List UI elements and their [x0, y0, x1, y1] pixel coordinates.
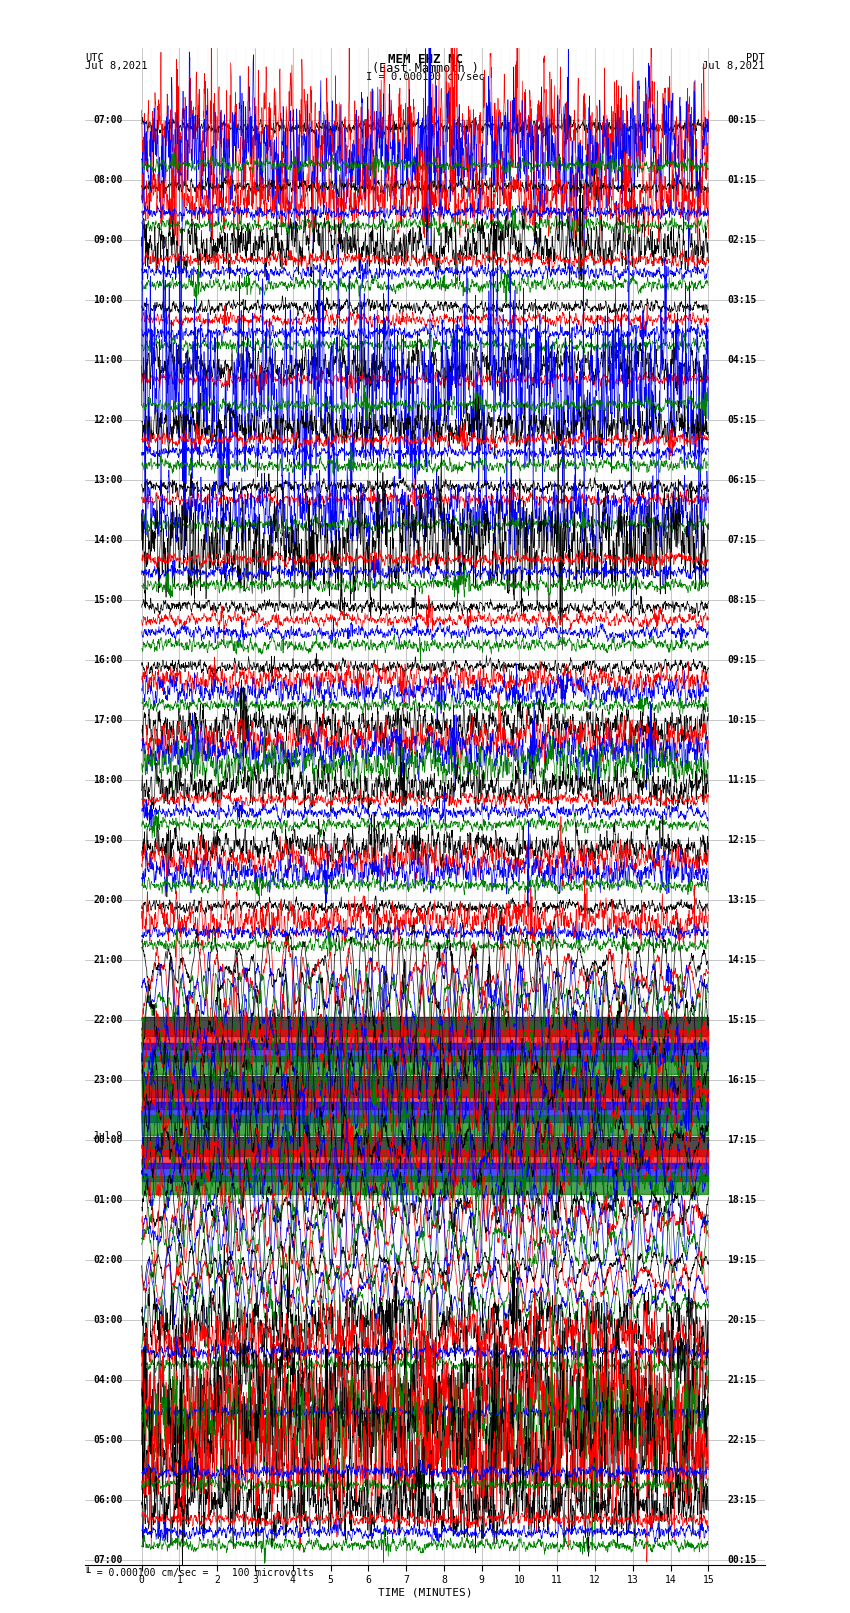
Text: 03:15: 03:15 — [728, 295, 756, 305]
Text: 10:00: 10:00 — [94, 295, 122, 305]
Text: UTC: UTC — [85, 53, 104, 63]
Bar — [142, 1076, 708, 1097]
Text: PDT: PDT — [746, 53, 765, 63]
Text: 08:15: 08:15 — [728, 595, 756, 605]
Text: I = 0.000100 cm/sec: I = 0.000100 cm/sec — [366, 71, 484, 82]
Text: 03:00: 03:00 — [94, 1315, 122, 1326]
Text: 00:15: 00:15 — [728, 1555, 756, 1565]
Bar — [142, 1163, 708, 1181]
Text: 05:00: 05:00 — [94, 1436, 122, 1445]
Text: 07:00: 07:00 — [94, 1555, 122, 1565]
Text: 13:00: 13:00 — [94, 476, 122, 486]
Text: (East Mammoth ): (East Mammoth ) — [371, 61, 479, 74]
Bar — [142, 1055, 708, 1074]
Text: 23:15: 23:15 — [728, 1495, 756, 1505]
Bar — [142, 1044, 708, 1061]
Bar — [142, 1137, 708, 1157]
Text: 09:15: 09:15 — [728, 655, 756, 665]
Text: 01:00: 01:00 — [94, 1195, 122, 1205]
Text: 19:00: 19:00 — [94, 836, 122, 845]
Text: Jul 8,2021: Jul 8,2021 — [85, 61, 148, 71]
Text: 18:00: 18:00 — [94, 776, 122, 786]
Bar — [142, 1031, 708, 1048]
Bar — [142, 1150, 708, 1168]
Text: 04:15: 04:15 — [728, 355, 756, 365]
Text: 22:00: 22:00 — [94, 1015, 122, 1026]
Text: 17:15: 17:15 — [728, 1136, 756, 1145]
Text: 06:00: 06:00 — [94, 1495, 122, 1505]
Text: 11:00: 11:00 — [94, 355, 122, 365]
Bar — [142, 1089, 708, 1110]
Text: 14:15: 14:15 — [728, 955, 756, 965]
Text: 21:15: 21:15 — [728, 1376, 756, 1386]
Text: 18:15: 18:15 — [728, 1195, 756, 1205]
Text: 23:00: 23:00 — [94, 1076, 122, 1086]
Text: 12:00: 12:00 — [94, 415, 122, 426]
Text: 19:15: 19:15 — [728, 1255, 756, 1265]
Bar — [142, 1102, 708, 1123]
Text: 07:00: 07:00 — [94, 116, 122, 126]
Text: Jul 8,2021: Jul 8,2021 — [702, 61, 765, 71]
Text: 17:00: 17:00 — [94, 715, 122, 726]
Text: 20:00: 20:00 — [94, 895, 122, 905]
Text: 02:00: 02:00 — [94, 1255, 122, 1265]
Bar — [142, 1018, 708, 1036]
Text: 08:00: 08:00 — [94, 176, 122, 185]
Text: 13:15: 13:15 — [728, 895, 756, 905]
Text: 15:15: 15:15 — [728, 1015, 756, 1026]
Text: 22:15: 22:15 — [728, 1436, 756, 1445]
Text: 05:15: 05:15 — [728, 415, 756, 426]
Text: 16:00: 16:00 — [94, 655, 122, 665]
Text: 04:00: 04:00 — [94, 1376, 122, 1386]
Text: 14:00: 14:00 — [94, 536, 122, 545]
Text: 00:00: 00:00 — [94, 1136, 122, 1145]
Text: 20:15: 20:15 — [728, 1315, 756, 1326]
X-axis label: TIME (MINUTES): TIME (MINUTES) — [377, 1587, 473, 1598]
Bar — [142, 1115, 708, 1136]
Text: MEM EHZ NC: MEM EHZ NC — [388, 53, 462, 66]
Text: 06:15: 06:15 — [728, 476, 756, 486]
Text: ╙ = 0.000100 cm/sec =    100 microvolts: ╙ = 0.000100 cm/sec = 100 microvolts — [85, 1568, 314, 1578]
Text: 11:15: 11:15 — [728, 776, 756, 786]
Text: 16:15: 16:15 — [728, 1076, 756, 1086]
Text: 00:15: 00:15 — [728, 116, 756, 126]
Text: 09:00: 09:00 — [94, 235, 122, 245]
Bar — [142, 1176, 708, 1194]
Text: 02:15: 02:15 — [728, 235, 756, 245]
Text: 07:15: 07:15 — [728, 536, 756, 545]
Text: 15:00: 15:00 — [94, 595, 122, 605]
Text: 10:15: 10:15 — [728, 715, 756, 726]
Text: 12:15: 12:15 — [728, 836, 756, 845]
Text: Jul 9: Jul 9 — [94, 1131, 122, 1140]
Text: 21:00: 21:00 — [94, 955, 122, 965]
Text: 01:15: 01:15 — [728, 176, 756, 185]
